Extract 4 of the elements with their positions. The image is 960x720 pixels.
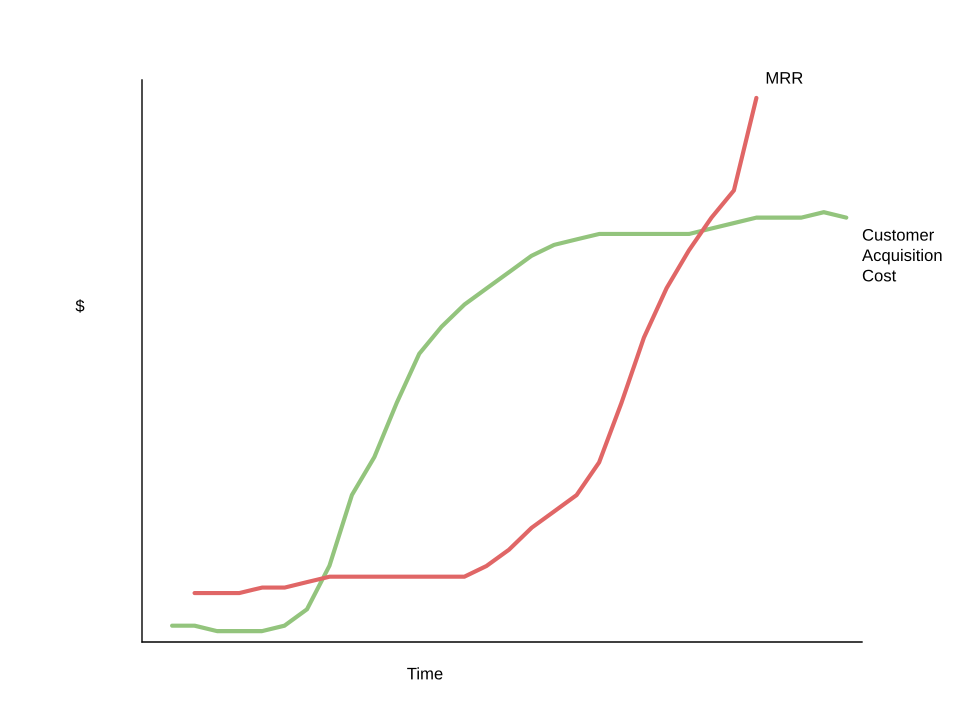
x-axis-title: Time (407, 667, 442, 680)
series-label: Customer Acquisition Cost (862, 228, 942, 282)
y-axis-title: $ (76, 299, 84, 313)
series-label: MRR (766, 72, 803, 84)
